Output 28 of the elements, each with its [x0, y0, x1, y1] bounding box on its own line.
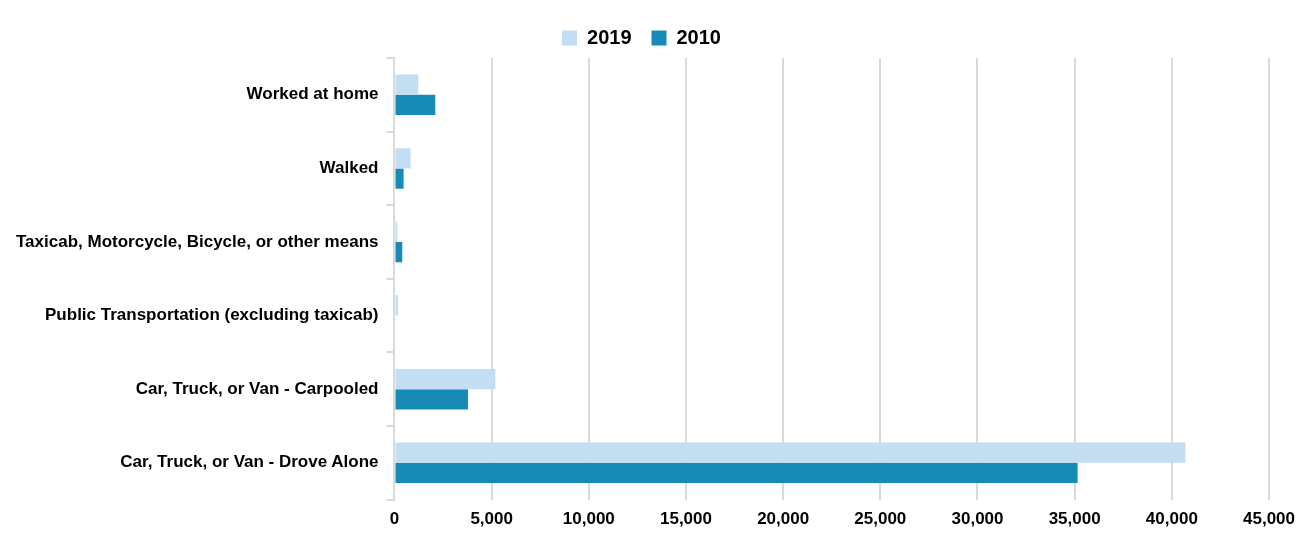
- bar: [395, 148, 411, 169]
- bar: [395, 389, 468, 410]
- x-tick-label: 30,000: [951, 509, 1004, 529]
- bar: [395, 462, 1078, 484]
- bar: [395, 168, 404, 189]
- y-tick-label: Walked: [319, 158, 379, 178]
- bar: [395, 242, 403, 263]
- bar: [395, 94, 436, 116]
- y-tick-label: Car, Truck, or Van - Drove Alone: [120, 452, 379, 472]
- x-tick-label: 5,000: [470, 509, 513, 529]
- y-tick-label: Public Transportation (excluding taxicab): [45, 305, 379, 325]
- y-tick-label: Car, Truck, or Van - Carpooled: [135, 378, 379, 398]
- bar: [395, 74, 419, 95]
- y-tick-label: Taxicab, Motorcycle, Bicycle, or other means: [15, 231, 379, 251]
- bar: [395, 442, 1186, 463]
- x-tick-label: 35,000: [1048, 509, 1101, 529]
- x-tick-label: 15,000: [659, 509, 712, 529]
- x-tick-label: 25,000: [854, 509, 907, 529]
- x-tick-label: 10,000: [562, 509, 615, 529]
- legend-label: 2010: [676, 25, 721, 48]
- x-tick-label: 45,000: [1243, 509, 1295, 529]
- bar: [395, 368, 496, 390]
- bar: [395, 295, 399, 316]
- x-tick-label: 40,000: [1145, 509, 1198, 529]
- x-tick-label: 20,000: [757, 509, 810, 529]
- legend-label: 2019: [587, 25, 632, 48]
- y-tick-label: Worked at home: [246, 84, 379, 104]
- x-tick-label: 0: [389, 509, 400, 529]
